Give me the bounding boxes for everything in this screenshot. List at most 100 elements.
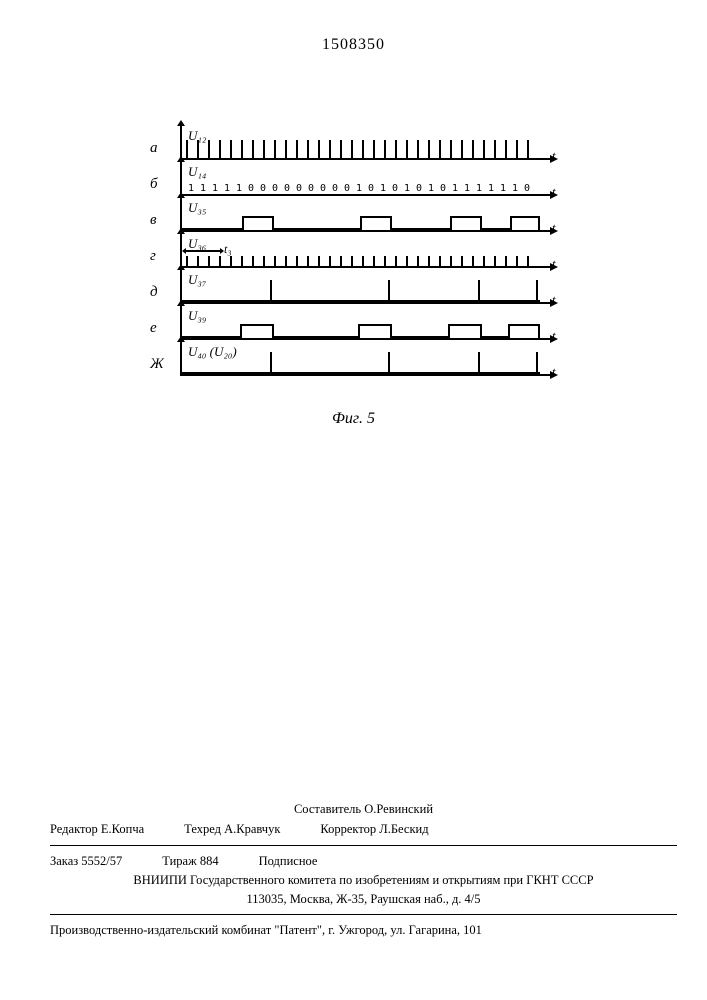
tick (494, 140, 496, 158)
bit-digit: 0 (332, 183, 338, 194)
low-segment (538, 336, 540, 338)
timing-row-б: бU₁₄t11111000000000101010101111110 (180, 166, 580, 200)
tick (483, 140, 485, 158)
compiler-label: Составитель О.Ревинский (294, 802, 433, 816)
bit-digit: 0 (392, 183, 398, 194)
pulse (508, 324, 540, 338)
subscription-label: Подписное (259, 852, 318, 871)
low-segment (182, 228, 242, 230)
tick (450, 256, 452, 266)
tick (527, 140, 529, 158)
low-segment (538, 228, 540, 230)
tick (351, 140, 353, 158)
bit-digit: 0 (284, 183, 290, 194)
y-axis (180, 270, 182, 304)
timing-row-в: вU₃₅t (180, 202, 580, 236)
pulse (450, 216, 482, 230)
tick (274, 256, 276, 266)
x-axis (180, 338, 550, 340)
x-axis (180, 194, 550, 196)
bit-digit: 1 (476, 183, 482, 194)
address-line: 113035, Москва, Ж-35, Раушская наб., д. … (50, 890, 677, 909)
tick (384, 256, 386, 266)
tick (296, 140, 298, 158)
bit-digit: 1 (464, 183, 470, 194)
tick (318, 140, 320, 158)
tick (263, 140, 265, 158)
bit-digit: 0 (416, 183, 422, 194)
bit-digit: 1 (224, 183, 230, 194)
signal-label: U₁₄ (188, 164, 206, 180)
tick (428, 140, 430, 158)
tick (186, 256, 188, 266)
bit-digit: 1 (512, 183, 518, 194)
editor-label: Редактор Е.Копча (50, 820, 144, 839)
tick (439, 140, 441, 158)
bit-digit: 1 (380, 183, 386, 194)
bit-digit: 0 (296, 183, 302, 194)
tick (351, 256, 353, 266)
y-axis (180, 198, 182, 232)
tick (307, 140, 309, 158)
t-label: t (552, 148, 556, 164)
tick (439, 256, 441, 266)
tick (252, 140, 254, 158)
tick (428, 256, 430, 266)
y-axis (180, 162, 182, 196)
low-segment (272, 228, 360, 230)
bit-digit: 1 (404, 183, 410, 194)
bit-digit: 1 (452, 183, 458, 194)
row-label: в (150, 212, 157, 229)
signal-label: U₃₇ (188, 272, 206, 288)
x-axis (180, 158, 550, 160)
tick (483, 256, 485, 266)
tick (472, 256, 474, 266)
figure-caption: Фиг. 5 (0, 410, 707, 428)
tick (318, 256, 320, 266)
tick (186, 140, 188, 158)
y-axis (180, 306, 182, 340)
pulse (360, 216, 392, 230)
tick (263, 256, 265, 266)
tick (329, 140, 331, 158)
pulse (448, 324, 482, 338)
corrector-label: Корректор Л.Бескид (320, 820, 428, 839)
tick (340, 256, 342, 266)
bit-digit: 0 (320, 183, 326, 194)
publisher-line: Производственно-издательский комбинат "П… (50, 921, 677, 940)
bit-digit: 0 (524, 183, 530, 194)
tick (417, 256, 419, 266)
timing-row-Ж: ЖU₄₀ (U₂₀)t (180, 346, 580, 380)
impulse (478, 352, 480, 374)
footer-block: Составитель О.Ревинский Редактор Е.Копча… (50, 800, 677, 941)
tick (307, 256, 309, 266)
techred-label: Техред А.Кравчук (184, 820, 280, 839)
x-axis (180, 266, 550, 268)
bit-digit: 1 (428, 183, 434, 194)
impulse (270, 352, 272, 374)
tick (219, 256, 221, 266)
tick (340, 140, 342, 158)
tick (395, 140, 397, 158)
x-axis (180, 374, 550, 376)
bit-digit: 1 (488, 183, 494, 194)
tick (406, 140, 408, 158)
signal-label: U₃₉ (188, 308, 206, 324)
bit-digit: 0 (248, 183, 254, 194)
tick (230, 140, 232, 158)
tick (505, 140, 507, 158)
tick (296, 256, 298, 266)
baseline (182, 372, 540, 374)
bit-digit: 0 (272, 183, 278, 194)
impulse (388, 280, 390, 302)
tick (461, 140, 463, 158)
impulse (536, 280, 538, 302)
row-label: д (150, 284, 158, 301)
tick (241, 256, 243, 266)
patent-number: 1508350 (0, 36, 707, 54)
pulse (242, 216, 274, 230)
tick (252, 256, 254, 266)
bit-digit: 1 (212, 183, 218, 194)
impulse (536, 352, 538, 374)
tick (241, 140, 243, 158)
